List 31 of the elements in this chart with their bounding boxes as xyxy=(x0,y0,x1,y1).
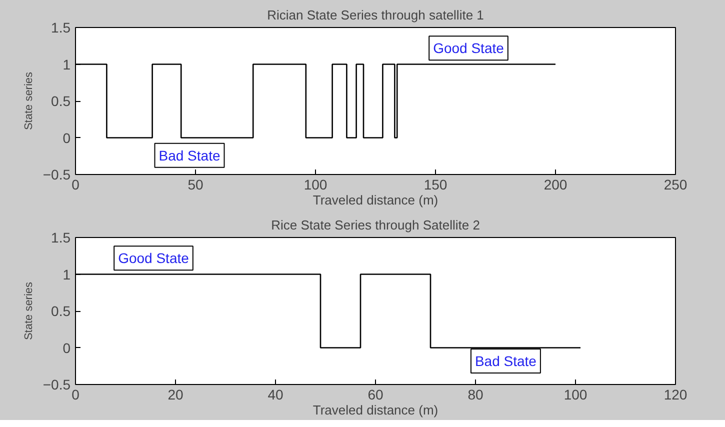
x-tick-label: 120 xyxy=(664,386,688,402)
y-tick-label: 0.5 xyxy=(51,303,71,319)
y-tick-label: 0.5 xyxy=(51,93,71,109)
annotation: Good State xyxy=(118,250,190,266)
annotation: Bad State xyxy=(158,147,220,164)
x-tick-label: 60 xyxy=(368,386,384,402)
y-tick-label: 1 xyxy=(62,56,71,72)
y-tick-label: 0 xyxy=(62,340,71,356)
chart-title: Rice State Series through Satellite 2 xyxy=(271,218,480,232)
y-axis-title: State series xyxy=(22,281,35,340)
x-tick-label: 250 xyxy=(664,176,688,192)
x-tick-label: 80 xyxy=(468,386,484,402)
y-tick-label: 0 xyxy=(62,130,71,146)
y-tick-label: 1.5 xyxy=(51,20,71,36)
annotation: Good State xyxy=(433,40,504,56)
y-tick-label: −0.5 xyxy=(42,376,71,392)
x-tick-label: 40 xyxy=(268,386,284,402)
x-tick-label: 100 xyxy=(304,176,328,192)
x-axis-title: Traveled distance (m) xyxy=(312,192,438,208)
chart-title: Rician State Series through satellite 1 xyxy=(267,8,484,22)
annotation: Bad State xyxy=(474,352,537,369)
y-axis-title: State series xyxy=(22,71,35,130)
x-tick-label: 150 xyxy=(424,176,448,192)
y-tick-label: −0.5 xyxy=(42,166,71,182)
y-tick-label: 1.5 xyxy=(51,230,71,246)
x-tick-label: 100 xyxy=(564,386,588,402)
x-tick-label: 200 xyxy=(544,176,568,192)
y-tick-label: 1 xyxy=(62,266,71,282)
x-tick-label: 20 xyxy=(168,386,184,402)
x-tick-label: 50 xyxy=(188,176,204,192)
x-axis-title: Traveled distance (m) xyxy=(312,402,438,418)
